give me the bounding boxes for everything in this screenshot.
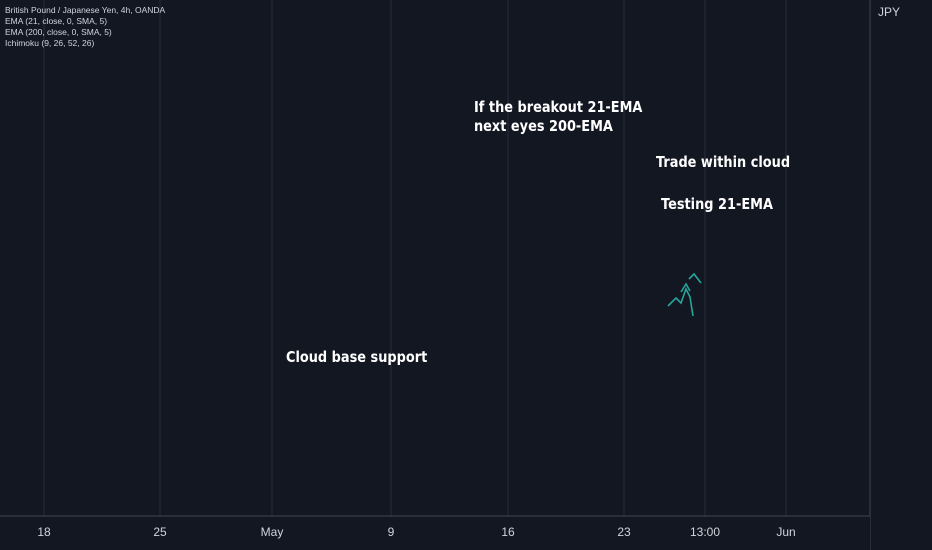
x-tick-label: 9	[388, 525, 395, 539]
ema200-legend[interactable]: EMA (200, close, 0, SMA, 5)	[5, 27, 112, 37]
x-tick-label: 23	[617, 525, 631, 539]
grid	[43, 0, 787, 516]
projected-path	[667, 286, 694, 317]
x-tick-label: 16	[501, 525, 515, 539]
symbol-title[interactable]: British Pound / Japanese Yen, 4h, OANDA	[5, 5, 166, 15]
ema21-legend[interactable]: EMA (21, close, 0, SMA, 5)	[5, 16, 108, 26]
x-tick-label: Jun	[776, 525, 795, 539]
arrow-head-up	[680, 282, 691, 293]
arrow-head-up	[688, 272, 702, 284]
x-tick-label: 25	[153, 525, 167, 539]
breakout-line-2: next eyes 200-EMA	[474, 117, 613, 135]
breakout-annotation: If the breakout 21-EMA next eyes 200-EMA	[474, 98, 642, 136]
time-axis	[0, 516, 870, 550]
projection-arrows	[667, 272, 702, 317]
currency-unit: JPY	[878, 5, 901, 19]
x-tick-label: 13:00	[690, 525, 720, 539]
cloud-base-annotation: Cloud base support	[286, 348, 428, 366]
x-tick-label: May	[261, 525, 284, 539]
indicator-legend: British Pound / Japanese Yen, 4h, OANDA …	[5, 5, 165, 49]
testing-annotation: Testing 21-EMA	[661, 195, 773, 213]
trade-cloud-annotation: Trade within cloud	[656, 153, 791, 171]
price-axis	[870, 0, 932, 550]
x-tick-label: 18	[37, 525, 51, 539]
breakout-line-1: If the breakout 21-EMA	[474, 98, 643, 116]
ichimoku-legend[interactable]: Ichimoku (9, 26, 52, 26)	[5, 38, 95, 48]
